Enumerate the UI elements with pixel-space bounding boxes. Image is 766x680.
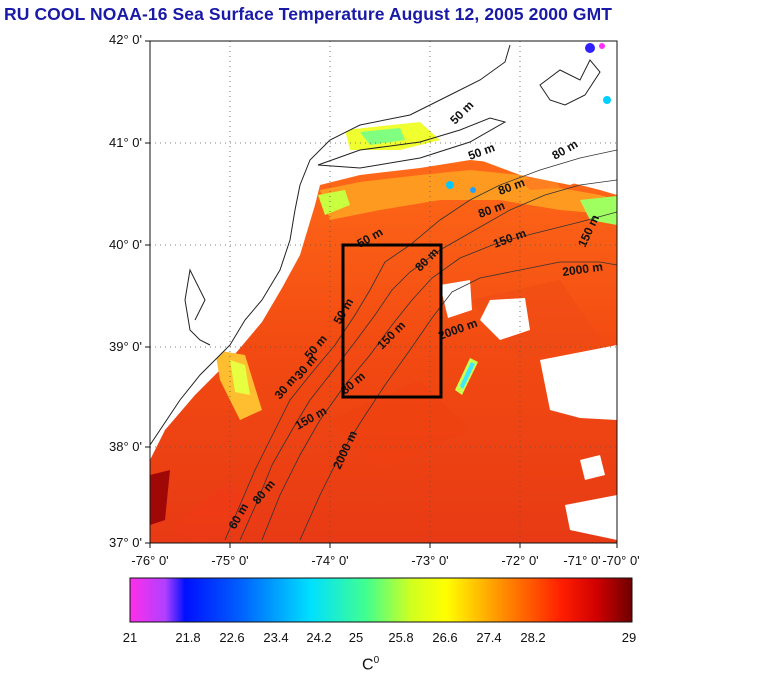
colorbar-tick: 21: [122, 630, 138, 645]
long-island: [317, 117, 507, 169]
isobath-label: 2000 m: [561, 259, 603, 279]
land-mainland: [150, 41, 505, 445]
lon-label: -74° 0': [311, 553, 349, 568]
lat-label: 39° 0': [109, 339, 142, 354]
colorbar-tick: 24.2: [306, 630, 332, 645]
lon-label: -75° 0': [211, 553, 249, 568]
colorbar-tick: 25: [348, 630, 364, 645]
colorbar-tick: 21.8: [175, 630, 201, 645]
lat-label: 41° 0': [109, 135, 142, 150]
colorbar-tick: 22.6: [219, 630, 245, 645]
lat-label: 37° 0': [109, 535, 142, 550]
delaware-bay-coast: [184, 268, 211, 346]
colorbar: [129, 577, 633, 623]
lon-label: -71° 0': [563, 553, 601, 568]
lon-label: -72° 0': [501, 553, 539, 568]
graticule: [150, 41, 617, 543]
lat-label: 38° 0': [109, 439, 142, 454]
lat-label: 40° 0': [109, 237, 142, 252]
map-border: [149, 40, 618, 544]
lat-label: 42° 0': [109, 32, 142, 47]
cloud-gap-north: [475, 90, 610, 185]
lon-label: -73° 0': [411, 553, 449, 568]
colorbar-tick: 28.2: [520, 630, 546, 645]
colorbar-tick: 29: [621, 630, 637, 645]
coastline: [150, 44, 511, 446]
colorbar-tick: 27.4: [476, 630, 502, 645]
lon-label: -76° 0': [131, 553, 169, 568]
cloud-gap-east: [540, 345, 617, 420]
isobaths: [224, 149, 617, 541]
axis-ticks: [145, 40, 618, 548]
colorbar-unit: C0: [362, 655, 380, 674]
colorbar-tick: 26.6: [432, 630, 458, 645]
map-title: RU COOL NOAA-16 Sea Surface Temperature …: [4, 4, 613, 24]
study-area-box: [341, 243, 443, 399]
colorbar-tick: 25.8: [388, 630, 414, 645]
colorbar-tick: 23.4: [263, 630, 289, 645]
lon-label: -70° 0': [602, 553, 640, 568]
